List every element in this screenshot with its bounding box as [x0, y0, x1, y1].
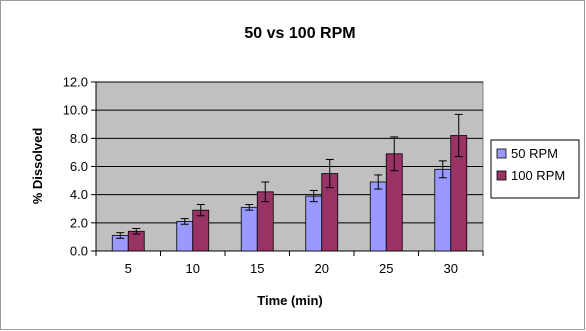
x-tick-label: 15 [250, 261, 264, 276]
y-tick-label: 2.0 [70, 215, 88, 230]
y-tick-label: 6.0 [70, 159, 88, 174]
y-tick-label: 8.0 [70, 131, 88, 146]
bar-50-rpm [240, 206, 258, 252]
legend-label: 100 RPM [511, 168, 565, 183]
bar-50-rpm [176, 221, 194, 252]
y-tick-label: 12.0 [63, 75, 88, 90]
bar-50-rpm [434, 168, 452, 252]
legend-label: 50 RPM [511, 146, 558, 161]
legend-swatch-100-rpm [496, 170, 507, 181]
y-tick-label: 0.0 [70, 244, 88, 259]
bar-50-rpm [369, 181, 387, 252]
x-tick-label: 20 [315, 261, 329, 276]
x-tick-label: 30 [444, 261, 458, 276]
x-axis-label: Time (min) [257, 293, 323, 308]
bar-50-rpm [305, 195, 323, 252]
y-tick-label: 10.0 [63, 103, 88, 118]
y-tick-label: 4.0 [70, 187, 88, 202]
x-tick-label: 25 [379, 261, 393, 276]
chart-title: 50 vs 100 RPM [244, 25, 355, 42]
x-tick-label: 5 [125, 261, 132, 276]
x-tick-label: 10 [186, 261, 200, 276]
y-axis-label: % Dissolved [30, 128, 45, 205]
legend-swatch-50-rpm [496, 148, 507, 159]
